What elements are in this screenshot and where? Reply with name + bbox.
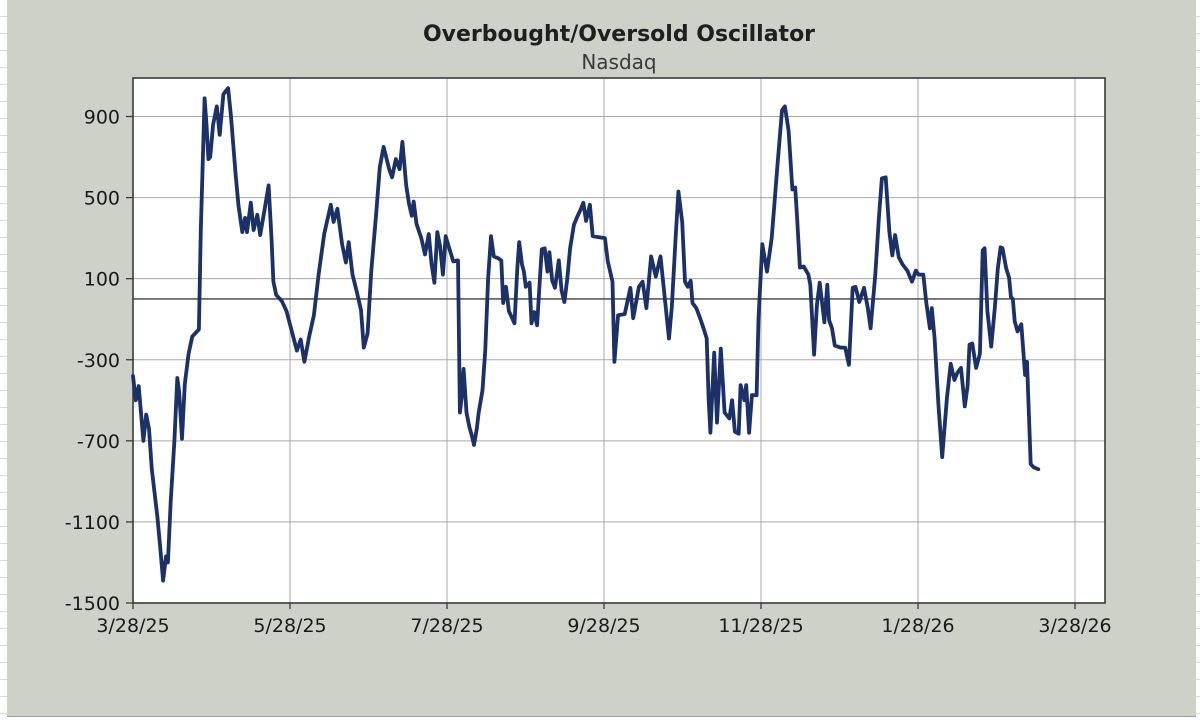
x-tick-label: 3/28/26 bbox=[1038, 615, 1111, 637]
y-tick-label: -1500 bbox=[65, 593, 120, 615]
spreadsheet-cells-left bbox=[0, 0, 7, 717]
oscillator-line bbox=[131, 86, 1041, 583]
y-tick-label: -700 bbox=[77, 431, 120, 453]
x-tick-label: 9/28/25 bbox=[567, 615, 640, 637]
chart-title: Overbought/Oversold Oscillator bbox=[422, 22, 816, 47]
chart-subtitle: Nasdaq bbox=[581, 50, 657, 74]
x-tick-label: 5/28/25 bbox=[253, 615, 326, 637]
x-tick-label: 11/28/25 bbox=[718, 615, 803, 637]
y-tick-label: 900 bbox=[84, 107, 120, 129]
y-tick-label: -300 bbox=[77, 350, 120, 372]
y-tick-label: -1100 bbox=[65, 512, 120, 534]
plot-border bbox=[132, 77, 1106, 604]
plot-area bbox=[133, 78, 1105, 603]
spreadsheet-cells-right bbox=[1196, 0, 1200, 717]
chart-object: Overbought/Oversold Oscillator Nasdaq 90… bbox=[7, 0, 1196, 717]
x-tick-label: 3/28/25 bbox=[96, 615, 169, 637]
y-tick-label: 500 bbox=[84, 188, 120, 210]
x-tick-label: 1/28/26 bbox=[881, 615, 954, 637]
x-tick-label: 7/28/25 bbox=[410, 615, 483, 637]
y-tick-label: 100 bbox=[84, 269, 120, 291]
